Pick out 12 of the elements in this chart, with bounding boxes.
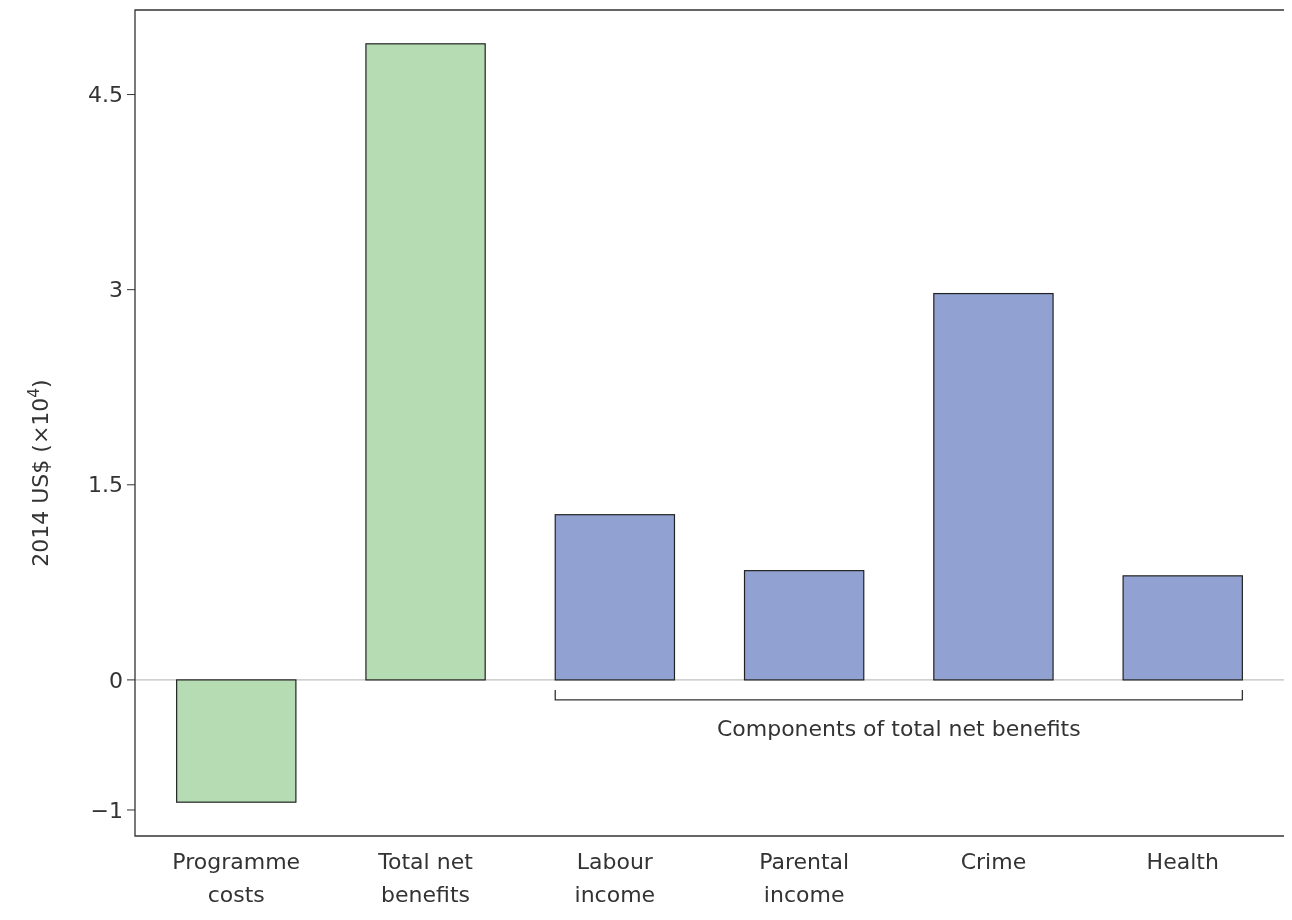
- x-tick-label: Programme costs: [172, 849, 301, 907]
- x-tick-label: Parental income: [759, 849, 850, 907]
- x-tick-label: Total net benefits: [377, 849, 474, 907]
- y-tick-label: −1: [90, 797, 123, 823]
- y-tick-label: 0: [109, 667, 123, 693]
- x-tick-label: Health: [1146, 849, 1219, 874]
- y-tick-label: 1.5: [88, 472, 123, 498]
- annotation: Components of total net benefits: [716, 715, 1081, 741]
- x-tick-label: Labour income: [574, 849, 656, 907]
- x-tick-label: Crime: [960, 849, 1027, 874]
- y-tick-label: 4.5: [88, 82, 123, 108]
- y-tick-label: 3: [109, 277, 123, 303]
